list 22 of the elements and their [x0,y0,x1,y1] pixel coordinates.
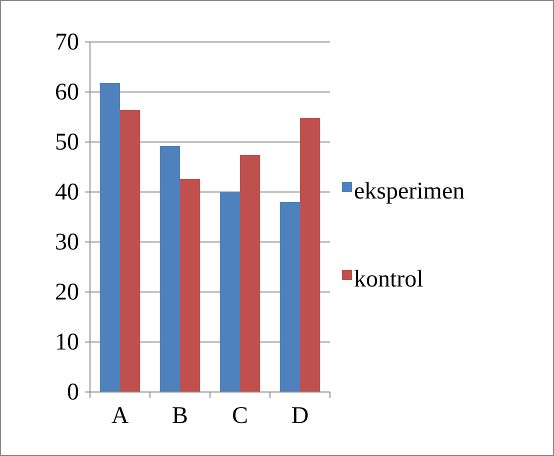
bar [180,179,200,392]
y-tick-label: 0 [67,380,79,406]
y-tick-label: 50 [55,130,79,156]
legend-label: kontrol [354,266,424,292]
y-tick-label: 70 [55,30,79,56]
bar [280,202,300,392]
y-tick-label: 40 [55,180,79,206]
bar [100,83,120,392]
bar [240,155,260,392]
x-tick-label: B [172,403,188,430]
y-tick-label: 10 [55,330,79,356]
y-tick-label: 30 [55,230,79,256]
x-tick-label: C [232,403,248,430]
x-tick-label: D [291,403,309,430]
legend-label: eksperimen [354,178,465,204]
x-tick-label: A [111,403,130,430]
bar [300,118,320,392]
bar [160,146,180,392]
y-tick-label: 20 [55,280,79,306]
bar [220,192,240,392]
bar [120,110,140,392]
y-tick-label: 60 [55,80,79,106]
